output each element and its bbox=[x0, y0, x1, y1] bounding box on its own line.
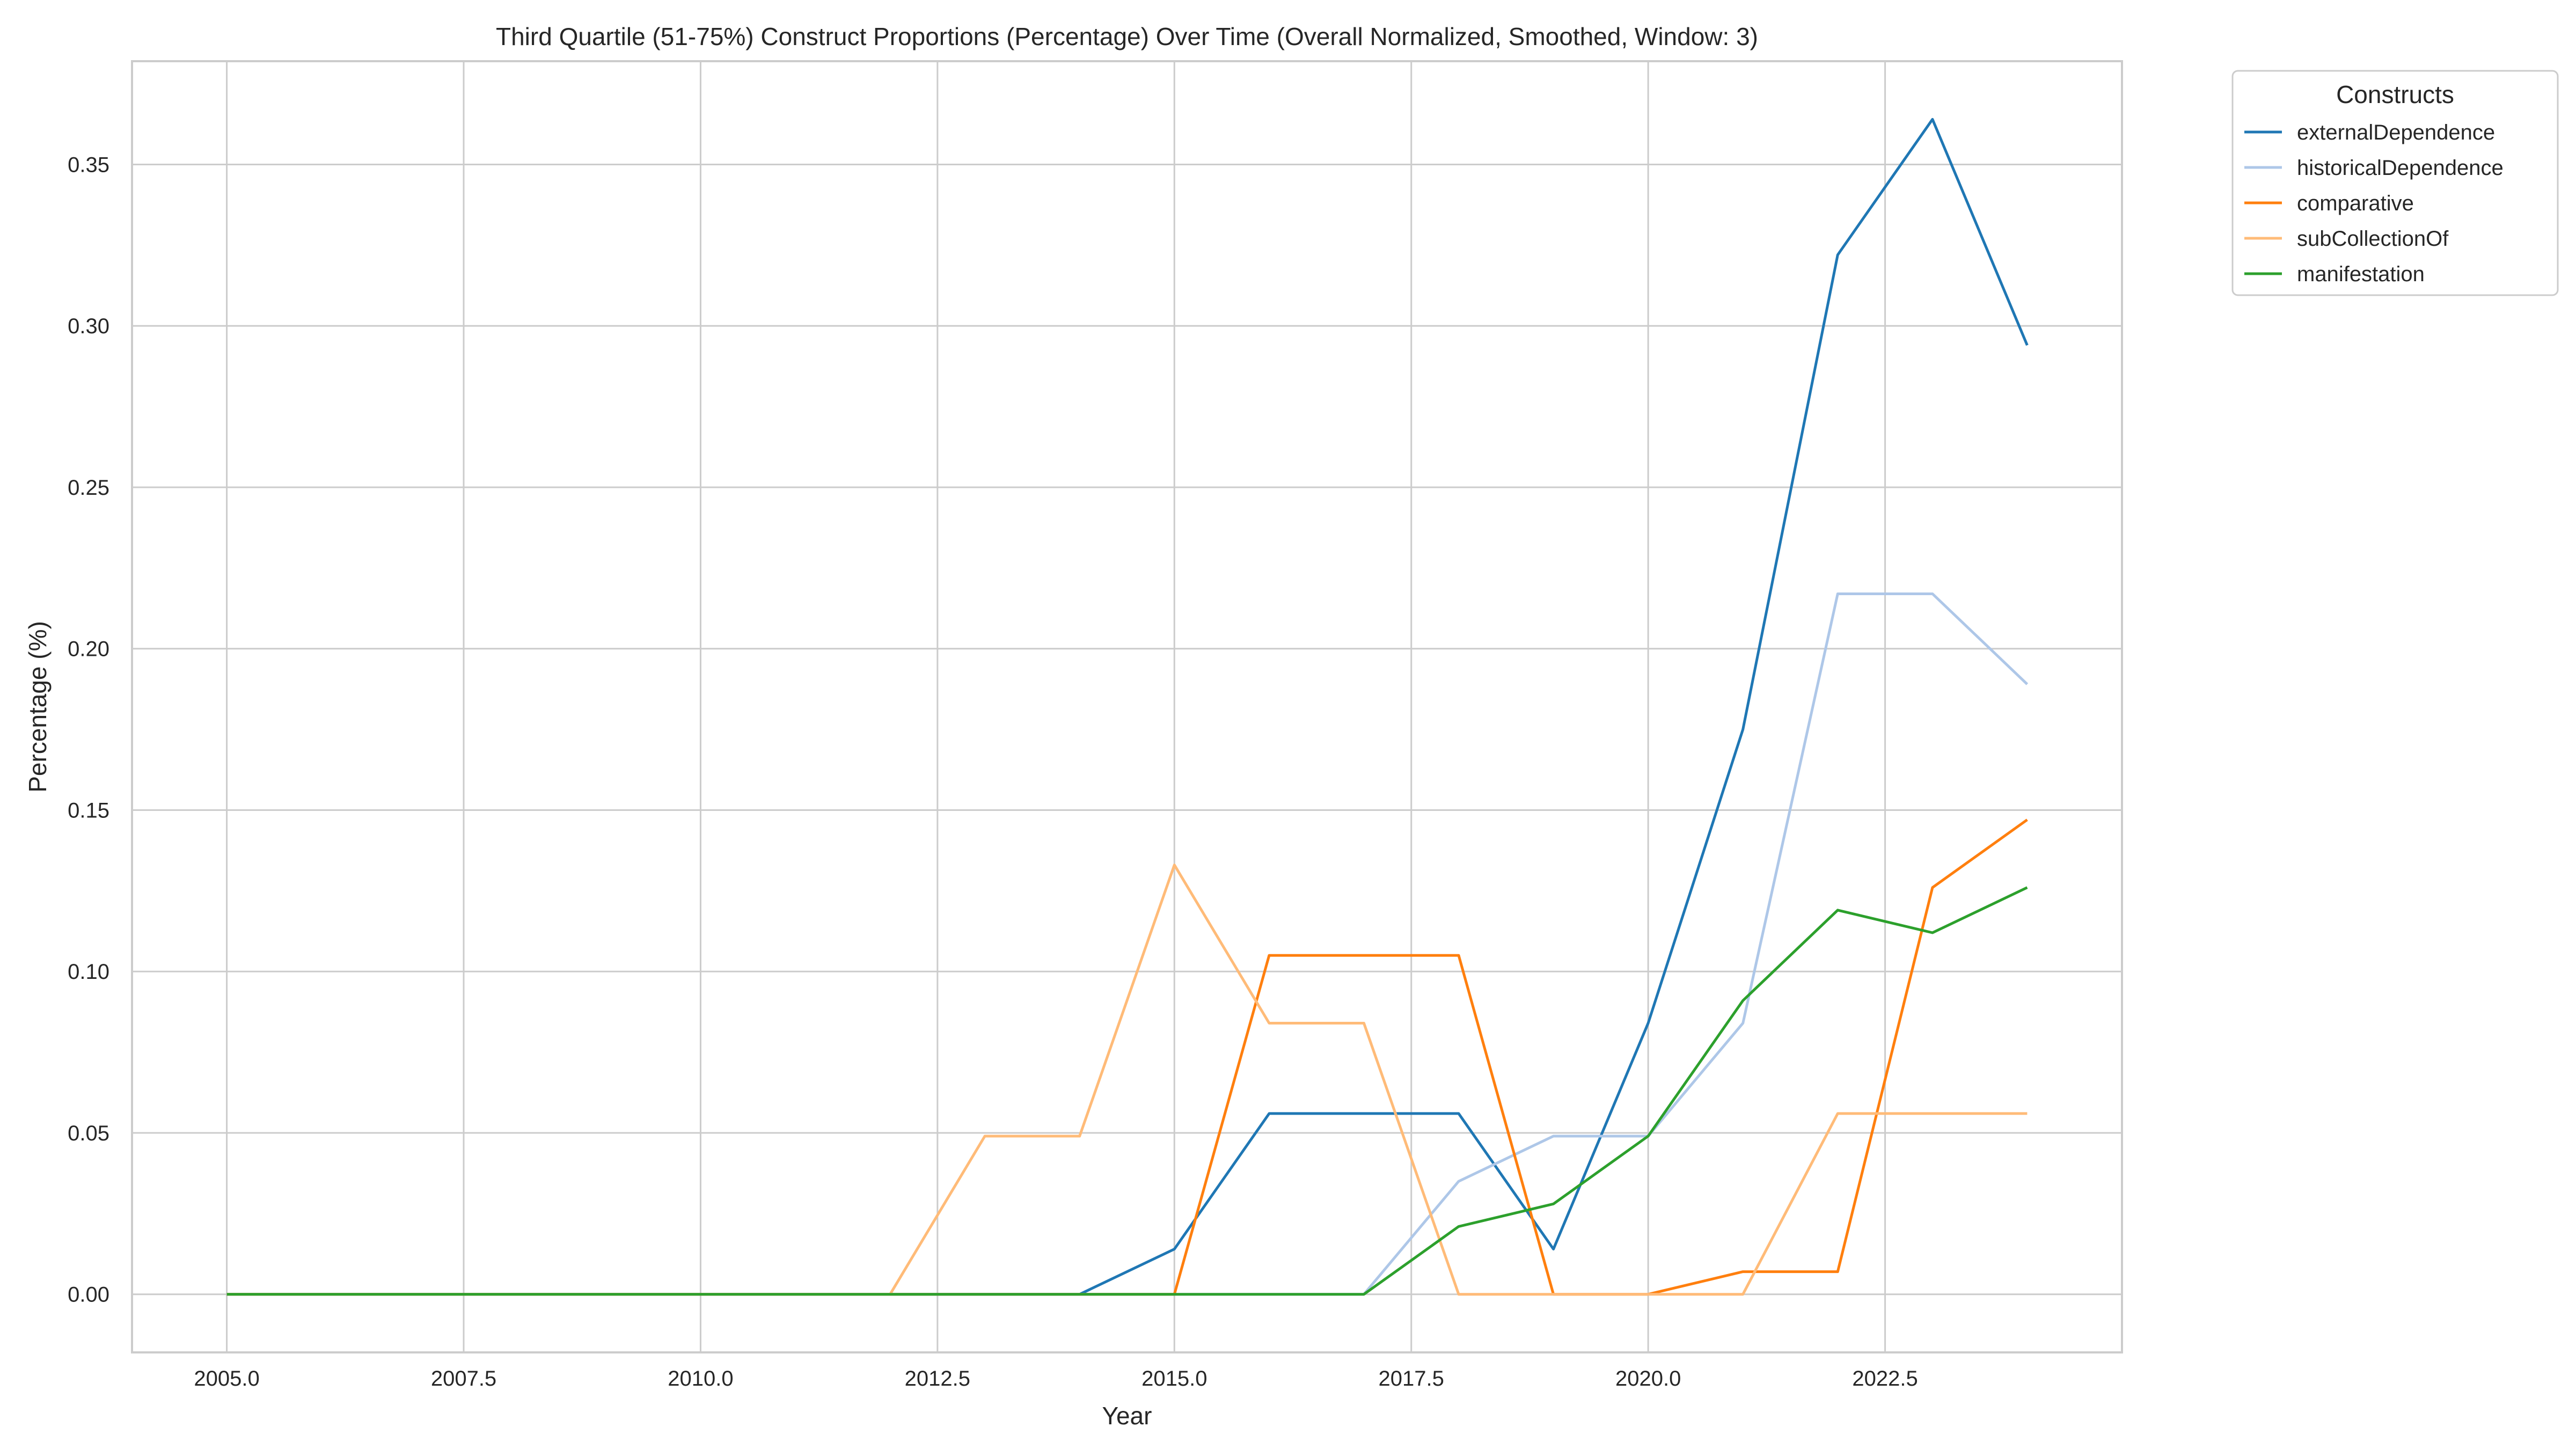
legend-label-comparative: comparative bbox=[2297, 192, 2414, 215]
x-tick-label: 2020.0 bbox=[1615, 1367, 1681, 1391]
y-tick-label: 0.00 bbox=[68, 1283, 109, 1307]
legend-label-subCollectionOf: subCollectionOf bbox=[2297, 227, 2449, 251]
x-tick-label: 2007.5 bbox=[431, 1367, 496, 1391]
series-layer bbox=[226, 118, 2029, 1296]
legend-entries: externalDependence historicalDependence co… bbox=[2244, 121, 2504, 286]
legend-label-historicalDependence: historicalDependence bbox=[2297, 156, 2504, 180]
y-tick-label: 0.35 bbox=[68, 153, 109, 177]
x-tick-label: 2022.5 bbox=[1852, 1367, 1918, 1391]
y-tick-label: 0.15 bbox=[68, 799, 109, 822]
x-tick-label: 2012.5 bbox=[905, 1367, 970, 1391]
y-axis-label: Percentage (%) bbox=[24, 621, 52, 793]
plot-area-frame bbox=[131, 60, 2123, 1353]
legend: Constructs externalDependence historicalD… bbox=[2231, 70, 2559, 296]
legend-label-manifestation: manifestation bbox=[2297, 262, 2425, 286]
y-tick-label: 0.20 bbox=[68, 638, 109, 661]
x-tick-label: 2017.5 bbox=[1379, 1367, 1444, 1391]
chart-title: Third Quartile (51-75%) Construct Propor… bbox=[496, 23, 1758, 50]
y-tick-label: 0.10 bbox=[68, 960, 109, 984]
y-tick-labels: 0.00 0.05 0.10 0.15 0.20 0.25 0.30 0.35 bbox=[68, 153, 109, 1306]
y-tick-label: 0.25 bbox=[68, 476, 109, 500]
x-tick-label: 2005.0 bbox=[194, 1367, 259, 1391]
y-tick-label: 0.05 bbox=[68, 1122, 109, 1145]
x-tick-label: 2015.0 bbox=[1141, 1367, 1207, 1391]
x-axis-label: Year bbox=[1102, 1402, 1152, 1430]
x-tick-label: 2010.0 bbox=[668, 1367, 733, 1391]
y-tick-label: 0.30 bbox=[68, 314, 109, 338]
legend-frame bbox=[2231, 70, 2559, 296]
series-line-manifestation bbox=[226, 886, 2028, 1296]
legend-title: Constructs bbox=[2336, 80, 2454, 108]
legend-label-externalDependence: externalDependence bbox=[2297, 121, 2495, 144]
x-tick-labels: 2005.0 2007.5 2010.0 2012.5 2015.0 2017.5 2020… bbox=[194, 1367, 1918, 1391]
plot-area-background bbox=[132, 61, 2122, 1352]
